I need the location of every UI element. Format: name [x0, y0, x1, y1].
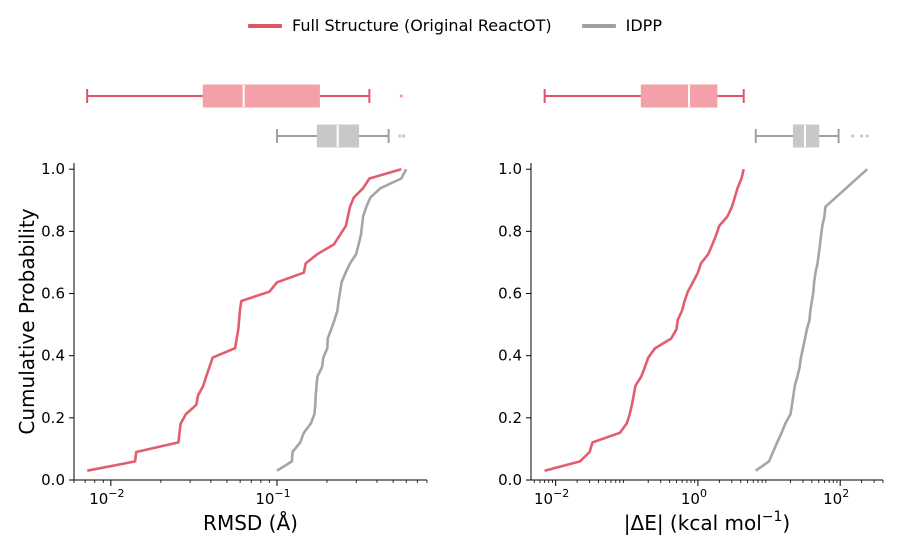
y-tick-label: 0.6	[498, 285, 522, 303]
y-tick-label: 0.6	[41, 285, 65, 303]
boxplot-box	[640, 84, 718, 108]
x-tick-label: 10−2	[534, 487, 569, 508]
boxplot-outlier	[859, 134, 864, 138]
series-line-idpp	[754, 168, 869, 472]
y-tick-label: 0.0	[498, 471, 522, 489]
y-tick-label: 1.0	[498, 160, 522, 178]
legend-item-full-structure: Full Structure (Original ReactOT)	[248, 16, 552, 35]
series-line-idpp	[276, 168, 408, 472]
x-tick-label: 102	[823, 487, 849, 508]
boxplot-outlier	[851, 134, 855, 138]
x-tick-label: 10−2	[89, 487, 124, 508]
boxplot-outlier	[402, 134, 406, 138]
legend-swatch-full-structure	[248, 23, 282, 28]
boxplot-outlier	[398, 134, 402, 138]
y-tick-label: 0.2	[498, 409, 522, 427]
boxplot-full-structure	[86, 84, 403, 108]
x-axis-label: |ΔE| (kcal mol−1)	[624, 509, 790, 535]
legend-label-idpp: IDPP	[625, 16, 662, 35]
series-line-full-structure	[544, 168, 745, 472]
boxplot-idpp	[754, 124, 869, 148]
legend: Full Structure (Original ReactOT) IDPP	[248, 16, 692, 35]
boxplot-outlier	[865, 134, 869, 138]
y-tick-label: 0.8	[41, 222, 65, 240]
legend-swatch-idpp	[581, 23, 616, 28]
y-tick-label: 0.4	[498, 347, 522, 365]
y-axis-label: Cumulative Probability	[15, 208, 39, 434]
y-tick-label: 0.8	[498, 222, 522, 240]
y-tick-label: 1.0	[41, 160, 65, 178]
series-line-full-structure	[86, 167, 402, 472]
y-tick-label: 0.0	[41, 471, 65, 489]
x-tick-label: 100	[681, 487, 707, 508]
boxplot-full-structure	[543, 84, 745, 108]
panel-2: 0.0 0.2 0.4 0.6 0.8 1.0 10−2 100 102 |ΔE| (kcal m…	[498, 84, 884, 535]
boxplot-box	[202, 84, 320, 108]
legend-label-full-structure: Full Structure (Original ReactOT)	[292, 16, 552, 35]
y-tick-label: 0.2	[41, 409, 65, 427]
x-tick-label: 10−1	[255, 487, 290, 508]
boxplot-outlier	[399, 94, 403, 98]
legend-item-idpp: IDPP	[581, 16, 662, 35]
boxplot-box	[792, 124, 820, 148]
y-tick-label: 0.4	[41, 347, 65, 365]
panel-1: 0.0 0.2 0.4 0.6 0.8 1.0 10−2 10−1 RMSD (Å) Cumula…	[15, 84, 428, 535]
x-axis-label: RMSD (Å)	[203, 511, 298, 535]
boxplot-idpp	[275, 124, 406, 148]
